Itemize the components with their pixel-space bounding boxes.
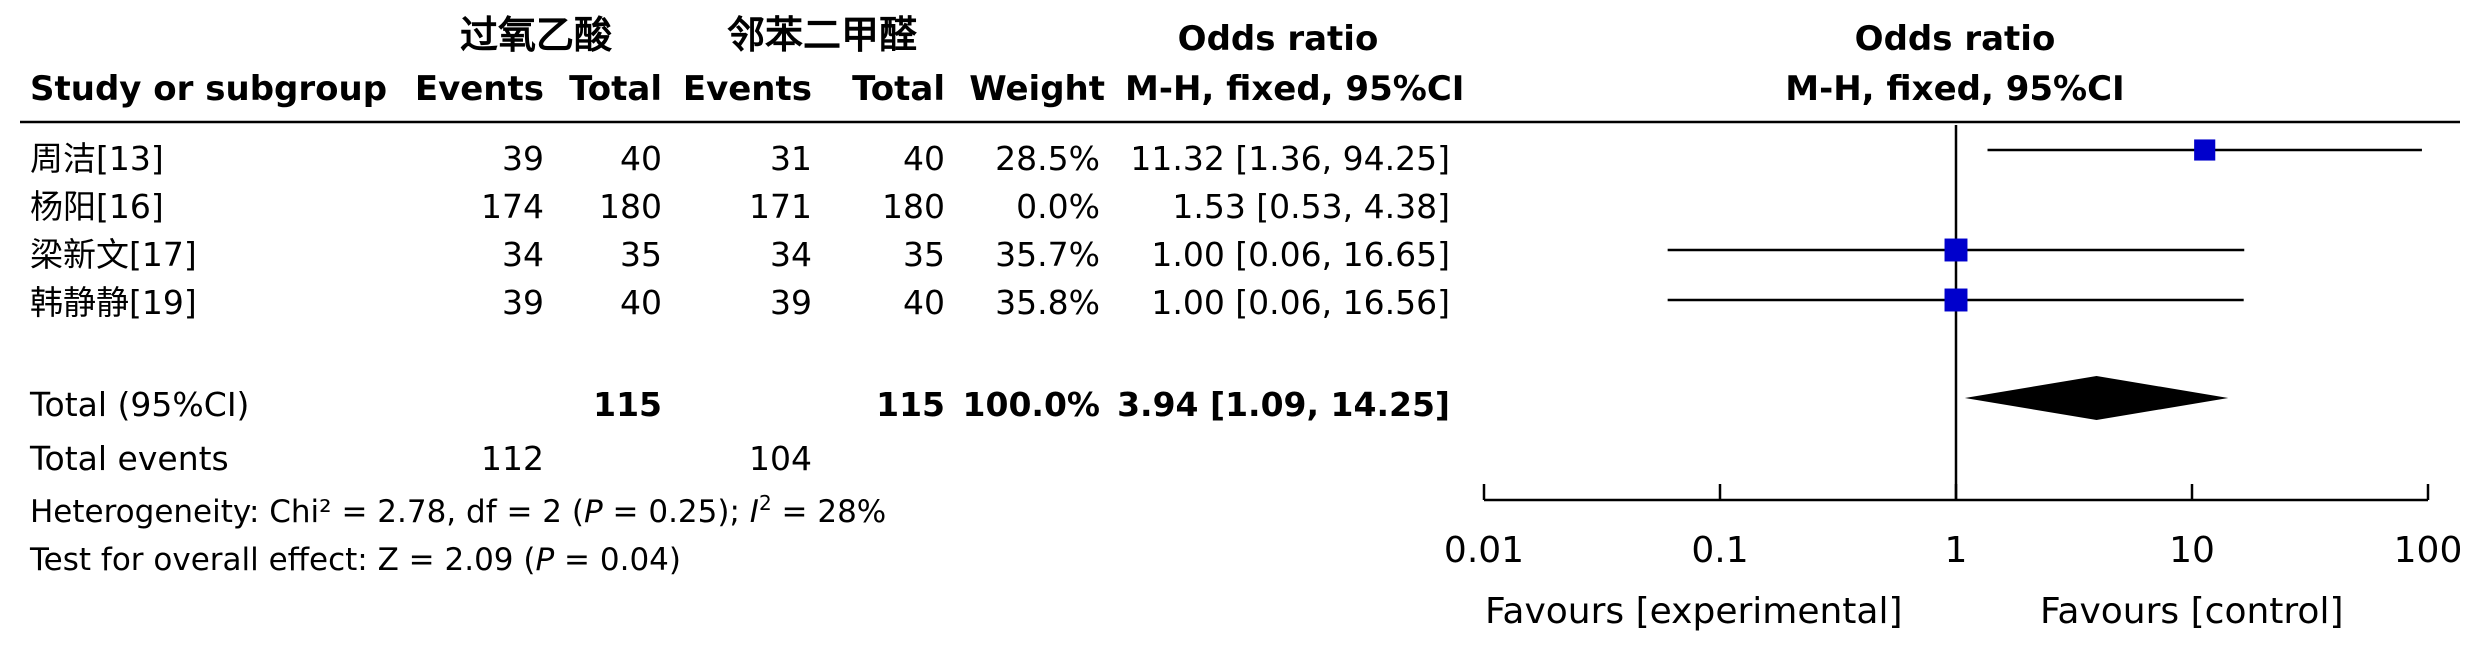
- overall-prefix: Test for overall effect: Z = 2.09 (: [29, 542, 535, 578]
- events-ctrl-header: Events: [683, 69, 812, 109]
- x-tick-label: 10: [2169, 530, 2215, 571]
- heterogeneity-mid: = 0.25);: [603, 494, 750, 530]
- pooled-diamond: [1964, 376, 2229, 420]
- study-row: 杨阳[16] 174 180 171 180 0.0% 1.53 [0.53, …: [30, 187, 1450, 226]
- heterogeneity-i: I: [750, 494, 759, 530]
- heterogeneity-sup: 2: [759, 491, 772, 515]
- experimental-group-header: 过氧乙酸: [460, 12, 613, 57]
- events-ctrl: 171: [749, 187, 812, 226]
- total-exp: 180: [599, 187, 662, 226]
- events-ctrl: 34: [770, 235, 812, 274]
- total-row: Total (95%CI) 115 115 100.0% 3.94 [1.09,…: [29, 385, 1450, 424]
- overall-p: P: [535, 542, 554, 578]
- study-name: 周洁[13]: [30, 139, 164, 178]
- total-weight: 100.0%: [963, 385, 1100, 424]
- total-ctrl-header: Total: [852, 69, 945, 109]
- weight-value: 0.0%: [1016, 187, 1100, 226]
- or-value: 11.32 [1.36, 94.25]: [1130, 139, 1450, 178]
- events-exp: 174: [481, 187, 544, 226]
- or-value: 1.00 [0.06, 16.65]: [1151, 235, 1450, 274]
- total-or-value: 3.94 [1.09, 14.25]: [1117, 385, 1450, 424]
- heterogeneity-p: P: [584, 494, 603, 530]
- heterogeneity-text: Heterogeneity: Chi² = 2.78, df = 2 (P = …: [30, 491, 886, 530]
- or-value: 1.53 [0.53, 4.38]: [1172, 187, 1450, 226]
- study-marker: [1944, 288, 1968, 312]
- x-tick-label: 0.01: [1444, 530, 1524, 571]
- study-marker: [1944, 238, 1968, 262]
- weight-header: Weight: [969, 69, 1105, 109]
- study-row: 周洁[13] 39 40 31 40 28.5% 11.32 [1.36, 94…: [30, 139, 1450, 178]
- events-exp: 34: [502, 235, 544, 274]
- total-ctrl: 180: [882, 187, 945, 226]
- plot-method-header: M-H, fixed, 95%CI: [1785, 69, 2124, 109]
- total-events-label: Total events: [29, 439, 229, 478]
- weight-value: 28.5%: [995, 139, 1100, 178]
- total-exp-header: Total: [569, 69, 662, 109]
- forest-plot-area: 0.01 0.1 1 10 100: [1444, 125, 2462, 571]
- total-ctrl: 35: [903, 235, 945, 274]
- study-row: 韩静静[19] 39 40 39 40 35.8% 1.00 [0.06, 16…: [30, 283, 1450, 322]
- total-events-ctrl: 104: [749, 439, 812, 478]
- total-events-row: Total events 112 104: [29, 439, 812, 478]
- total-ctrl: 40: [903, 139, 945, 178]
- total-exp-sum: 115: [593, 385, 662, 424]
- total-ctrl: 40: [903, 283, 945, 322]
- events-exp: 39: [502, 283, 544, 322]
- or-method-header: M-H, fixed, 95%CI: [1125, 69, 1464, 109]
- total-label: Total (95%CI): [29, 385, 249, 424]
- heterogeneity-prefix: Heterogeneity: Chi² = 2.78, df = 2 (: [30, 494, 584, 530]
- heterogeneity-suffix: = 28%: [772, 494, 887, 530]
- total-ctrl-sum: 115: [876, 385, 945, 424]
- events-ctrl: 39: [770, 283, 812, 322]
- favours-control-label: Favours [control]: [2040, 591, 2344, 632]
- study-name: 梁新文[17]: [30, 235, 197, 274]
- control-group-header: 邻苯二甲醛: [727, 12, 917, 57]
- events-exp-header: Events: [415, 69, 544, 109]
- x-tick-label: 100: [2394, 530, 2463, 571]
- study-name: 韩静静[19]: [30, 283, 197, 322]
- events-exp: 39: [502, 139, 544, 178]
- or-value: 1.00 [0.06, 16.56]: [1151, 283, 1450, 322]
- overall-suffix: = 0.04): [554, 542, 681, 578]
- total-events-exp: 112: [481, 439, 544, 478]
- odds-ratio-column-title: Odds ratio: [1178, 19, 1379, 59]
- total-exp: 35: [620, 235, 662, 274]
- study-row: 梁新文[17] 34 35 34 35 35.7% 1.00 [0.06, 16…: [30, 235, 1450, 274]
- events-ctrl: 31: [770, 139, 812, 178]
- x-tick-label: 1: [1945, 530, 1968, 571]
- total-exp: 40: [620, 283, 662, 322]
- weight-value: 35.8%: [995, 283, 1100, 322]
- favours-experimental-label: Favours [experimental]: [1485, 591, 1903, 632]
- weight-value: 35.7%: [995, 235, 1100, 274]
- overall-effect-text: Test for overall effect: Z = 2.09 (P = 0…: [29, 542, 681, 578]
- plot-title: Odds ratio: [1855, 19, 2056, 59]
- total-exp: 40: [620, 139, 662, 178]
- x-tick-label: 0.1: [1691, 530, 1748, 571]
- study-name: 杨阳[16]: [30, 187, 164, 226]
- study-column-header: Study or subgroup: [30, 69, 387, 109]
- study-marker: [2194, 139, 2216, 161]
